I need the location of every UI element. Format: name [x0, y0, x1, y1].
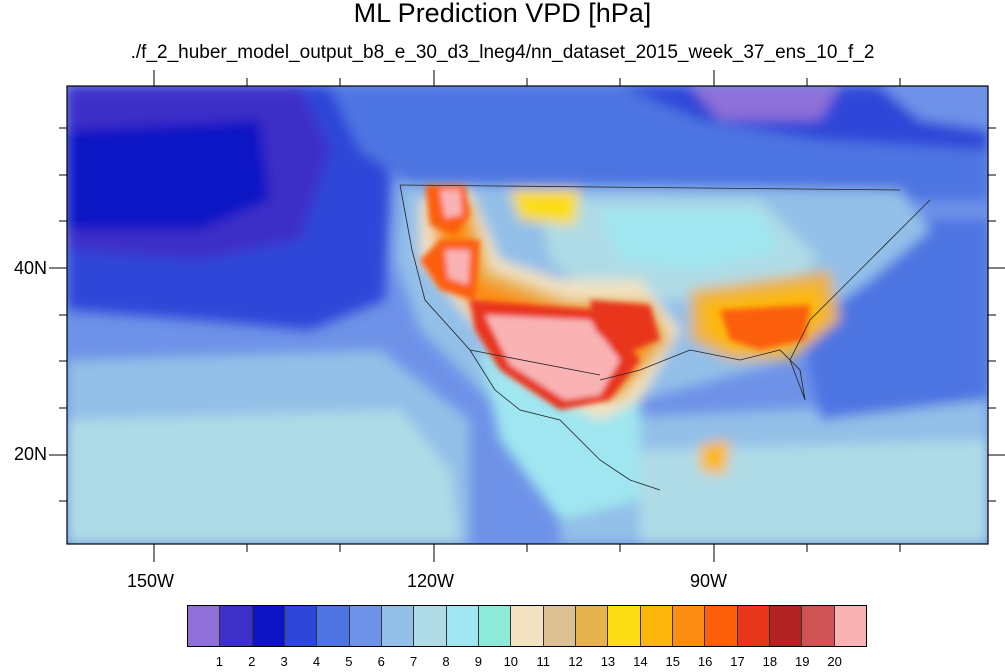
vpd-field: [67, 86, 988, 544]
colorbar-label: 14: [633, 654, 648, 669]
colorbar-label: 9: [474, 654, 483, 669]
colorbar-swatch: [705, 606, 738, 646]
map-subtitle: ./f_2_huber_model_output_b8_e_30_d3_lneg…: [130, 42, 875, 63]
colorbar: [187, 605, 867, 647]
colorbar-swatch: [252, 606, 285, 646]
colorbar-swatch: [317, 606, 350, 646]
colorbar-swatch: [575, 606, 609, 646]
colorbar-swatch: [220, 606, 253, 646]
colorbar-label: 11: [536, 654, 550, 669]
colorbar-label: 8: [442, 654, 450, 669]
colorbar-label: 4: [312, 654, 321, 669]
colorbar-label: 6: [377, 654, 385, 669]
lat-label-20n: 20N: [14, 444, 48, 464]
colorbar-swatch: [349, 606, 382, 646]
colorbar-label: 20: [827, 654, 842, 669]
lon-label-150w: 150W: [127, 571, 175, 591]
colorbar-label: 5: [345, 654, 353, 669]
map-title: ML Prediction VPD [hPa]: [353, 0, 652, 28]
colorbar-swatch: [446, 606, 479, 646]
colorbar-swatch: [414, 606, 447, 646]
colorbar-swatch: [381, 606, 415, 646]
colorbar-swatch: [511, 606, 544, 646]
colorbar-label: 19: [795, 654, 810, 669]
colorbar-swatch: [737, 606, 770, 646]
colorbar-swatch: [478, 606, 512, 646]
colorbar-label: 18: [762, 654, 778, 669]
colorbar-swatch: [543, 606, 576, 646]
colorbar-label: 1: [215, 654, 223, 669]
colorbar-label: 7: [410, 654, 418, 669]
lon-label-90w: 90W: [690, 571, 728, 591]
lat-label-40n: 40N: [14, 258, 48, 278]
colorbar-label: 3: [280, 654, 288, 669]
colorbar-swatch: [834, 606, 866, 646]
colorbar-label: 17: [730, 654, 745, 669]
coastlines: [399, 184, 931, 491]
colorbar-swatch: [640, 606, 673, 646]
axis-ticks: [49, 70, 1005, 562]
colorbar-label: 16: [697, 654, 713, 669]
colorbar-swatch: [188, 606, 221, 646]
colorbar-swatch: [802, 606, 835, 646]
colorbar-label: 15: [665, 654, 680, 669]
colorbar-swatch: [284, 606, 318, 646]
colorbar-swatch: [769, 606, 803, 646]
colorbar-label: 12: [568, 654, 583, 669]
colorbar-label: 2: [248, 654, 256, 669]
colorbar-label: 13: [600, 654, 616, 669]
vpd-map: [49, 70, 1005, 562]
colorbar-swatch: [672, 606, 706, 646]
lon-label-120w: 120W: [407, 571, 455, 591]
colorbar-label: 10: [503, 654, 519, 669]
colorbar-swatch: [608, 606, 641, 646]
